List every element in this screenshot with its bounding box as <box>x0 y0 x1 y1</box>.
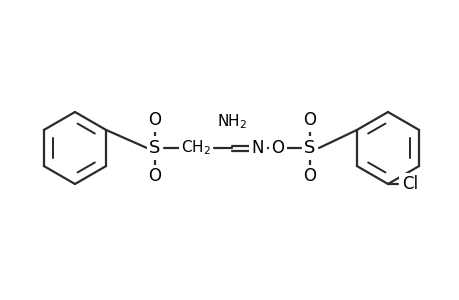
Text: O: O <box>303 167 316 185</box>
Text: S: S <box>149 139 160 157</box>
Text: S: S <box>304 139 315 157</box>
Text: NH$_2$: NH$_2$ <box>217 113 246 131</box>
Text: CH$_2$: CH$_2$ <box>181 139 211 157</box>
Text: Cl: Cl <box>401 175 417 193</box>
Text: O: O <box>271 139 284 157</box>
Text: N: N <box>251 139 263 157</box>
Text: O: O <box>148 167 161 185</box>
Text: O: O <box>303 111 316 129</box>
Text: O: O <box>148 111 161 129</box>
